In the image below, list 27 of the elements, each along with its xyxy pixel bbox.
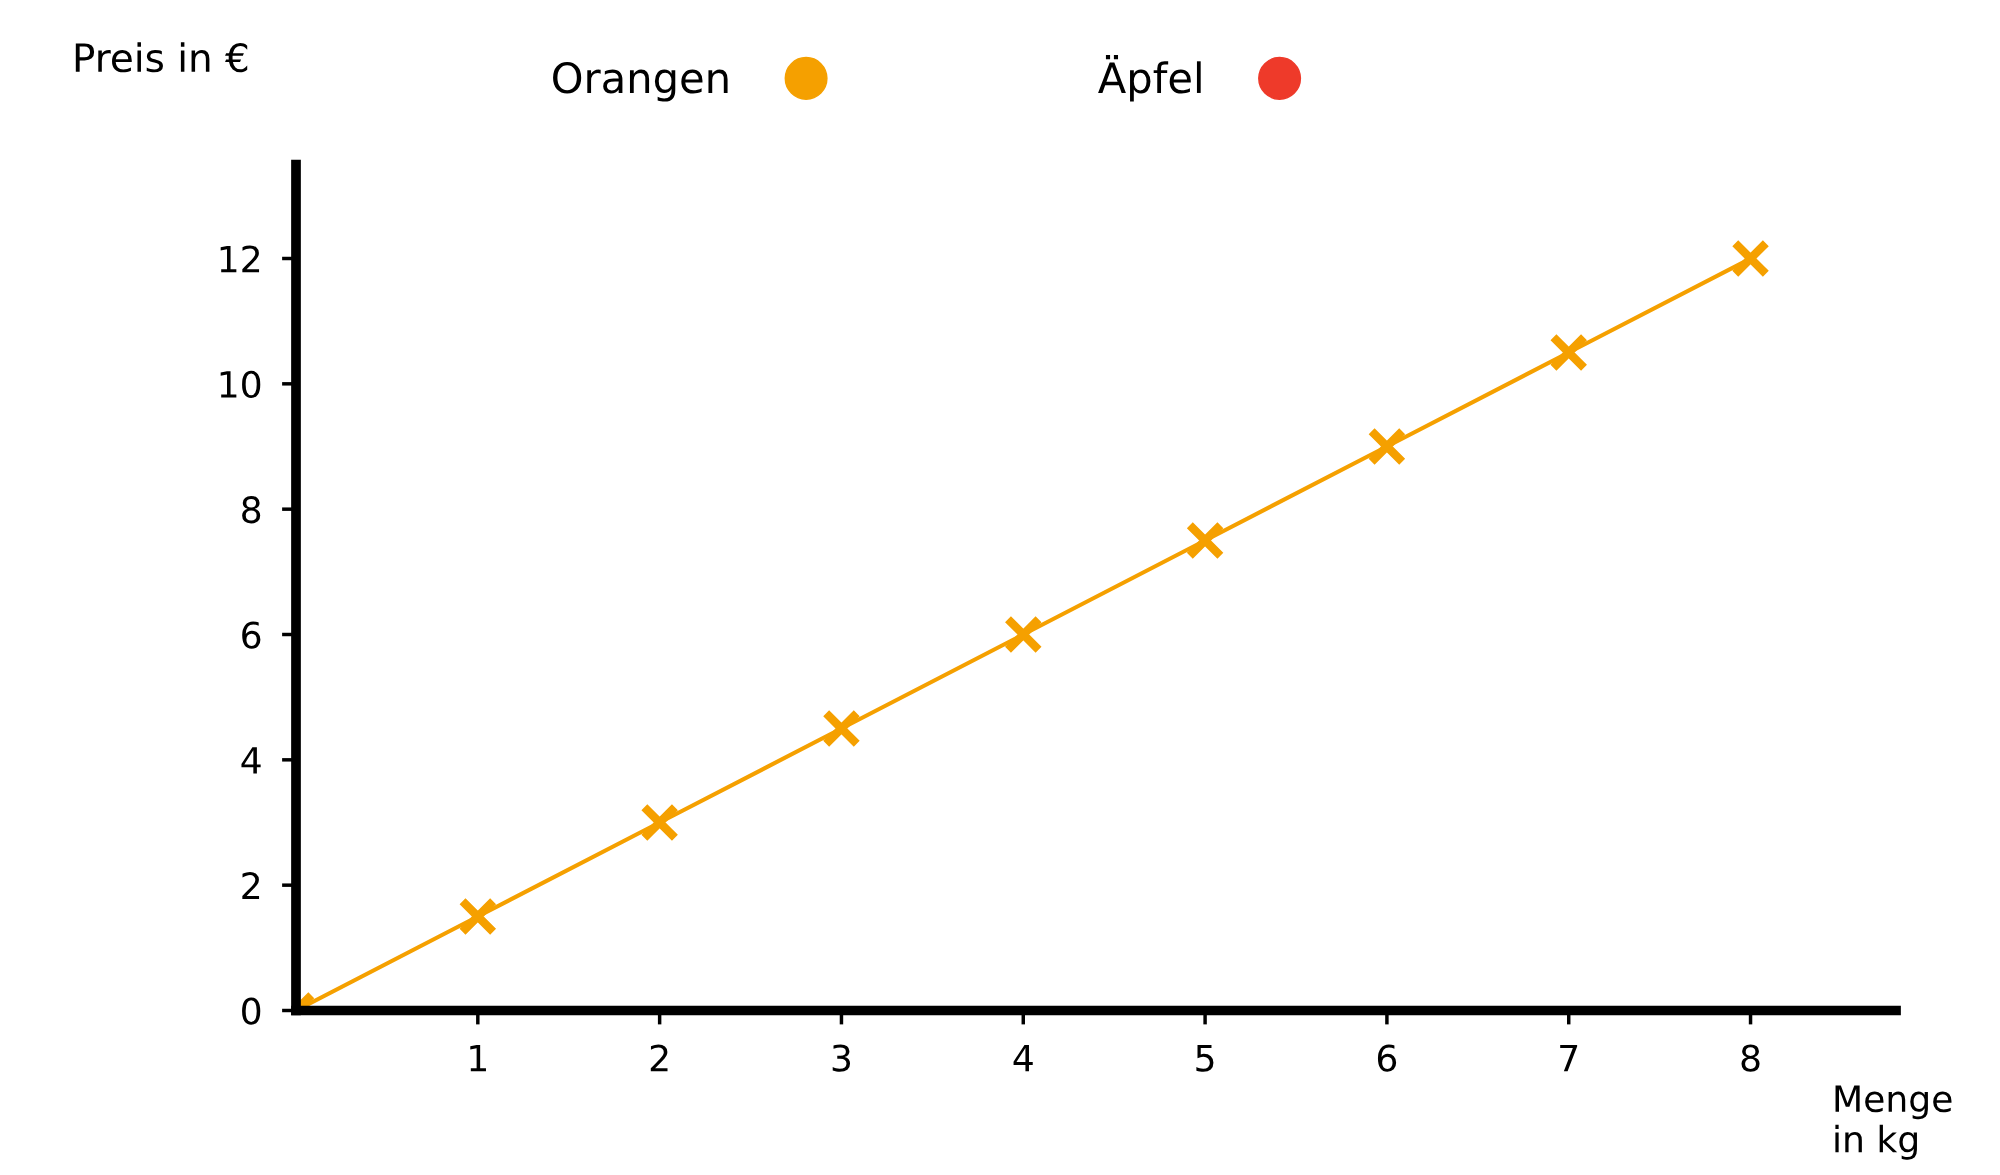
y-tick-label: 6 [242, 621, 261, 649]
y-tick-label: 2 [242, 872, 260, 899]
x-tick-label: 5 [1196, 1044, 1214, 1072]
x-tick-label: 3 [832, 1044, 851, 1072]
point [1549, 333, 1589, 372]
point [1731, 239, 1770, 278]
point [640, 803, 680, 842]
point [822, 709, 861, 748]
y-tick-label: 8 [242, 496, 261, 524]
x-tick-label: 2 [650, 1044, 668, 1072]
y-tick-label: 4 [241, 747, 261, 774]
x-tick-label: 4 [1013, 1044, 1033, 1072]
point [1185, 521, 1225, 560]
legend-label: Äpfel [1098, 55, 1201, 102]
y-axis-title: Preis in € [75, 42, 248, 73]
legend-label: Orangen [553, 62, 728, 102]
x-tick-label: 8 [1741, 1044, 1760, 1072]
x-axis-title: Menge in kg [1835, 1085, 1952, 1160]
x-tick-label: 7 [1560, 1044, 1578, 1072]
y-tick-label: 10 [220, 370, 261, 399]
point [1367, 427, 1407, 466]
point [458, 897, 498, 936]
x-tick-label: 6 [1377, 1044, 1397, 1072]
x-tick-label: 1 [470, 1044, 486, 1072]
point [1003, 615, 1043, 654]
y-tick-label: 0 [242, 997, 261, 1025]
y-tick-label: 12 [220, 245, 260, 273]
